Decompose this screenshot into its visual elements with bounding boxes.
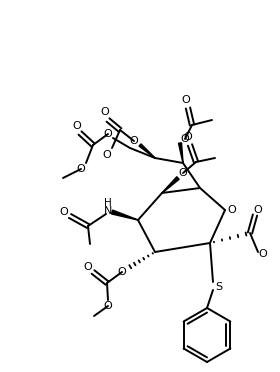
Text: O: O [130,136,138,146]
Text: O: O [77,164,85,174]
Text: H: H [104,198,112,208]
Text: O: O [181,134,189,144]
Text: O: O [118,267,126,277]
Text: O: O [101,107,109,117]
Polygon shape [111,210,138,220]
Text: O: O [103,150,111,160]
Text: S: S [215,282,223,292]
Polygon shape [162,177,179,193]
Text: O: O [84,262,92,272]
Polygon shape [139,144,155,158]
Text: O: O [259,249,267,259]
Text: O: O [228,205,236,215]
Text: O: O [104,129,112,139]
Text: N: N [104,206,112,216]
Text: O: O [60,207,68,217]
Text: O: O [73,121,81,131]
Text: O: O [254,205,262,215]
Text: O: O [182,95,190,105]
Text: O: O [184,132,192,142]
Text: O: O [104,301,112,311]
Polygon shape [179,143,183,163]
Text: O: O [179,168,187,178]
